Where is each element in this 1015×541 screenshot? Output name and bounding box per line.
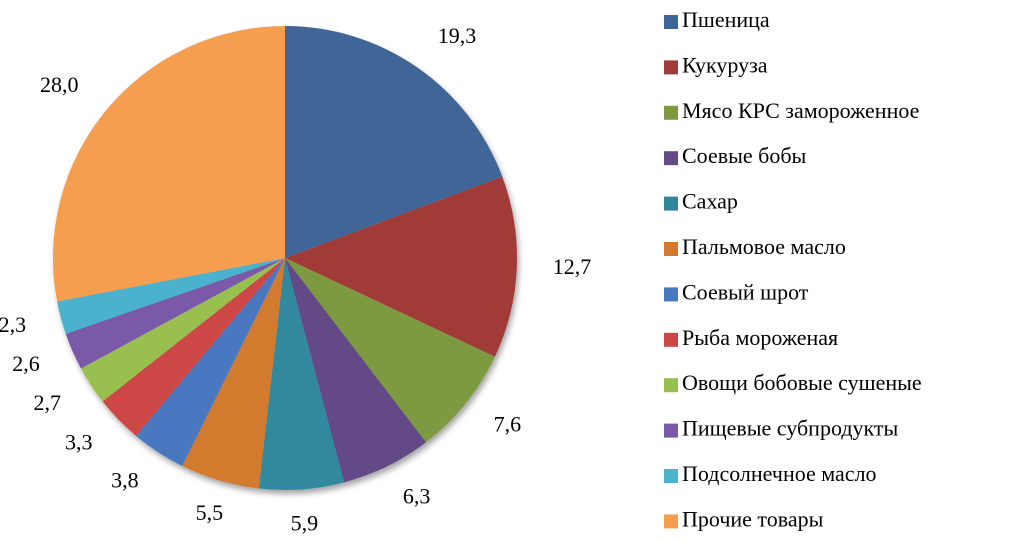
legend-label: Соевый шрот [682,279,809,304]
legend-swatch [664,423,678,438]
legend-label: Сахар [682,189,738,214]
legend-swatch [664,196,678,211]
legend-swatch [664,15,678,29]
legend-swatch [664,242,678,256]
data-label: 5,9 [291,510,319,535]
legend-label: Кукуруза [682,52,768,77]
legend-swatch [664,105,678,120]
legend-label: Овощи бобовые сушеные [682,370,922,395]
legend-swatch [664,378,678,393]
legend-label: Пищевые субпродукты [682,416,899,441]
legend-swatch [664,60,678,75]
pie-slice [285,258,495,443]
pie-slice [102,258,285,436]
data-label: 6,3 [403,484,431,509]
legend-label: Рыба мороженая [682,325,838,350]
pie-slice [285,258,427,483]
pie-slice [80,258,285,402]
legend-swatch [664,151,678,166]
pie-slice [285,176,517,357]
legend-label: Пшеница [682,7,770,32]
data-label: 28,0 [40,72,79,97]
data-label: 2,3 [0,312,26,337]
pie-slice [135,258,285,467]
pie-slice [285,26,503,258]
data-label: 19,3 [438,23,477,48]
legend-swatch [664,287,678,302]
data-label: 3,8 [111,468,139,493]
pie-slice [52,26,285,302]
data-label: 12,7 [553,254,592,279]
pie-slice [182,258,285,489]
legend-swatch [664,469,678,483]
data-label: 2,6 [12,351,40,376]
legend-label: Мясо КРС замороженное [682,98,919,123]
pie [52,26,517,491]
pie-slice [57,258,285,334]
data-label: 5,5 [196,500,224,525]
data-label: 7,6 [494,411,522,436]
legend-swatch [664,514,678,529]
legend-label: Подсолнечное масло [682,461,877,486]
data-label: 2,7 [34,390,62,415]
legend-label: Пальмовое масло [682,234,846,259]
legend-label: Соевые бобы [682,143,807,168]
pie-slice [65,258,286,369]
pie-slice [258,258,345,491]
legend-swatch [664,332,678,347]
data-label: 3,3 [65,430,93,455]
legend-label: Прочие товары [682,506,824,531]
